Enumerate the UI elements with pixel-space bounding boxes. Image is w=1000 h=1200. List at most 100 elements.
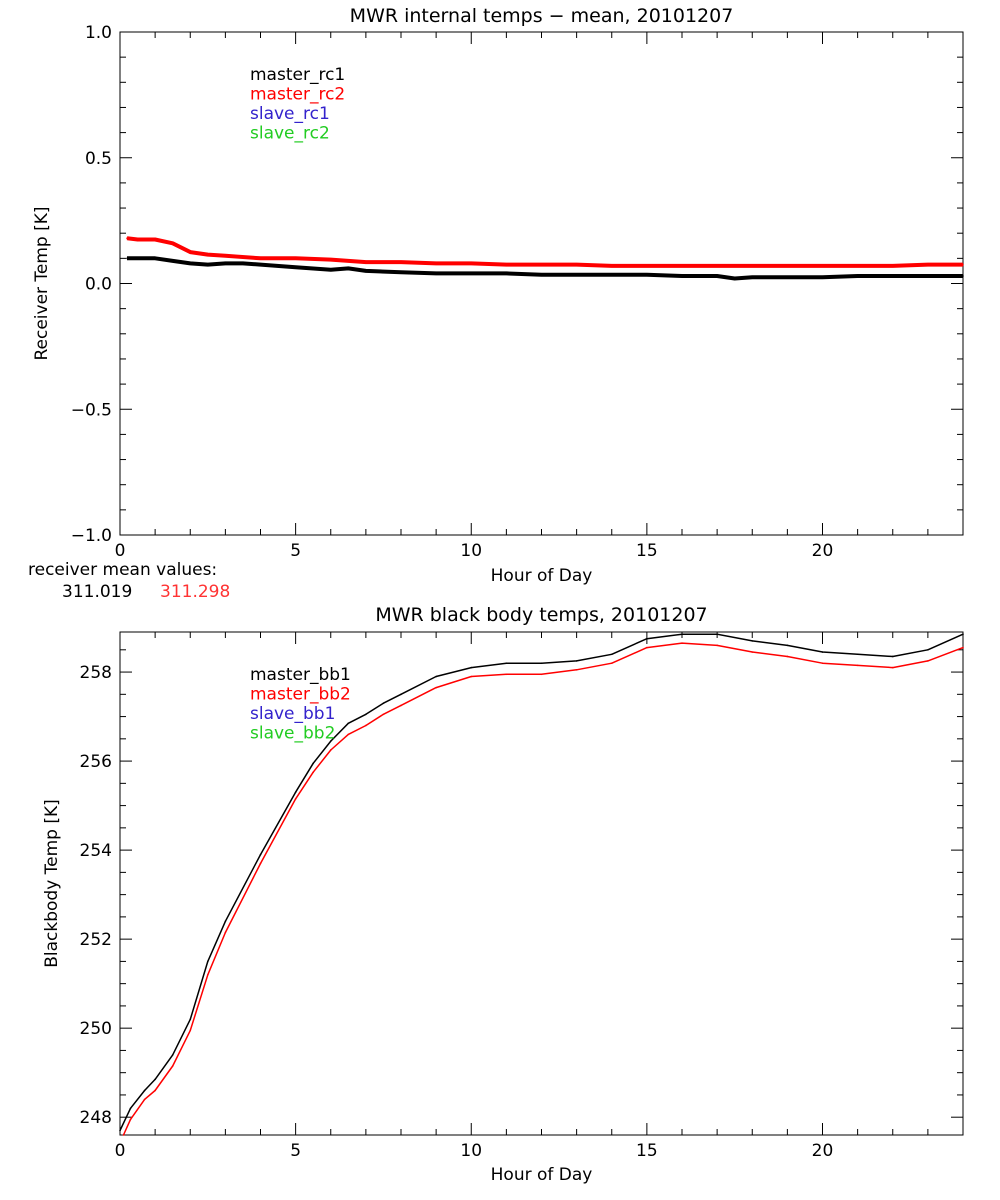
data-point-master_rc2 xyxy=(207,253,209,256)
data-point-master_rc1 xyxy=(505,272,508,275)
data-point-master_rc2 xyxy=(646,265,648,267)
data-point-master_bb1 xyxy=(171,1054,174,1056)
data-point-master_bb2 xyxy=(575,669,578,671)
data-point-master_bb2 xyxy=(786,655,789,658)
data-point-master_rc2 xyxy=(329,258,332,261)
chart-title: MWR black body temps, 20101207 xyxy=(375,604,707,626)
series-line-master_rc2 xyxy=(126,236,963,268)
data-point-master_rc1 xyxy=(136,257,139,260)
data-point-master_rc2 xyxy=(171,242,174,245)
x-tick-label: 10 xyxy=(460,1141,482,1161)
data-point-master_bb2 xyxy=(365,724,367,727)
legend-entry-slave_bb2: slave_bb2 xyxy=(250,724,335,744)
x-tick-label: 10 xyxy=(460,541,482,561)
y-tick-label: 256 xyxy=(80,752,112,772)
data-point-master_bb2 xyxy=(927,660,929,662)
data-point-master_rc2 xyxy=(136,238,139,241)
legend-entry-master_rc2: master_rc2 xyxy=(250,85,345,105)
receiver-mean-value-1: 311.019 xyxy=(62,582,133,602)
data-point-master_rc1 xyxy=(189,262,192,265)
series-line-master_bb1 xyxy=(119,633,964,1131)
data-point-master_rc1 xyxy=(242,262,244,265)
data-point-master_rc1 xyxy=(400,271,402,273)
x-tick-label: 20 xyxy=(812,541,834,561)
data-point-master_bb1 xyxy=(786,644,789,647)
data-point-master_bb2 xyxy=(856,664,859,667)
y-tick-label: 1.0 xyxy=(85,23,112,43)
data-point-master_bb1 xyxy=(821,651,824,653)
data-point-master_rc1 xyxy=(329,268,332,271)
data-point-master_bb2 xyxy=(259,862,262,865)
data-point-master_bb1 xyxy=(540,662,543,664)
data-point-master_rc2 xyxy=(575,263,578,266)
data-point-master_rc2 xyxy=(224,255,227,257)
data-point-master_rc2 xyxy=(610,265,613,267)
data-point-master_rc1 xyxy=(347,267,350,270)
data-point-master_bb2 xyxy=(681,642,683,644)
data-point-master_bb1 xyxy=(962,633,964,636)
y-tick-label: −0.5 xyxy=(71,400,112,420)
data-point-master_rc1 xyxy=(224,262,227,265)
data-point-master_rc1 xyxy=(540,273,543,276)
data-point-master_bb2 xyxy=(821,662,824,664)
data-point-master_rc2 xyxy=(505,263,508,266)
data-point-master_rc2 xyxy=(891,265,894,267)
data-point-master_bb2 xyxy=(382,713,385,716)
data-point-master_rc1 xyxy=(821,276,824,279)
legend-entry-slave_rc1: slave_rc1 xyxy=(250,104,330,124)
y-tick-label: 248 xyxy=(80,1108,112,1128)
legend-entry-master_bb1: master_bb1 xyxy=(250,665,351,685)
data-point-master_rc2 xyxy=(294,257,297,260)
data-point-master_rc1 xyxy=(207,263,209,266)
data-point-master_bb1 xyxy=(365,713,367,716)
plot-frame xyxy=(119,31,964,536)
legend-entry-slave_bb1: slave_bb1 xyxy=(250,704,335,724)
data-point-master_rc2 xyxy=(435,262,437,265)
data-point-master_bb2 xyxy=(962,646,964,649)
data-point-master_bb2 xyxy=(207,973,209,976)
y-tick-label: −1.0 xyxy=(71,526,112,546)
data-point-master_bb1 xyxy=(382,702,385,705)
data-point-master_rc2 xyxy=(154,238,156,241)
data-point-master_rc1 xyxy=(751,276,754,279)
data-point-master_bb1 xyxy=(610,653,613,656)
data-point-master_bb1 xyxy=(505,662,508,664)
y-axis-label: Receiver Temp [K] xyxy=(32,206,52,360)
data-point-master_rc1 xyxy=(294,266,297,268)
data-point-master_rc2 xyxy=(786,265,789,267)
data-point-master_rc2 xyxy=(259,257,262,260)
data-point-master_bb2 xyxy=(171,1065,174,1067)
chart-title: MWR internal temps − mean, 20101207 xyxy=(350,5,734,27)
y-tick-label: 258 xyxy=(80,663,112,683)
data-point-master_bb2 xyxy=(129,1118,132,1121)
x-axis-label: Hour of Day xyxy=(491,1165,593,1185)
legend-entry-master_rc1: master_rc1 xyxy=(250,65,345,85)
data-point-master_rc1 xyxy=(891,275,894,277)
data-point-master_bb1 xyxy=(646,637,648,640)
y-axis-label: Blackbody Temp [K] xyxy=(42,799,62,968)
data-point-master_bb2 xyxy=(224,931,227,934)
data-point-master_rc1 xyxy=(365,270,367,272)
data-point-master_rc2 xyxy=(751,265,754,267)
data-point-master_rc1 xyxy=(575,273,578,276)
x-axis-label: Hour of Day xyxy=(491,566,593,586)
data-point-master_rc1 xyxy=(927,275,929,277)
data-point-master_bb2 xyxy=(716,644,718,647)
data-point-master_bb2 xyxy=(189,1029,192,1032)
x-tick-label: 5 xyxy=(290,541,301,561)
data-point-master_bb1 xyxy=(259,853,262,856)
data-point-master_bb1 xyxy=(716,633,718,636)
data-point-master_rc1 xyxy=(856,275,859,277)
data-point-master_bb1 xyxy=(751,640,754,642)
data-point-master_bb2 xyxy=(122,1134,125,1136)
data-point-master_rc1 xyxy=(154,257,156,260)
data-point-master_rc2 xyxy=(189,251,192,253)
data-point-master_rc2 xyxy=(400,261,402,263)
data-point-master_rc2 xyxy=(716,265,718,267)
data-point-master_rc2 xyxy=(470,262,473,265)
chart-1: 0 5 10 15 20 −1.0 −0.5 0.0 0.5 1.0 MWR internal te… xyxy=(32,5,964,586)
chart-2: 0 5 10 15 20 248 250 252 254 256 258 MWR black body… xyxy=(42,604,964,1185)
data-point-master_bb1 xyxy=(207,960,209,963)
data-point-master_rc2 xyxy=(540,263,543,266)
data-point-master_bb2 xyxy=(540,673,543,676)
